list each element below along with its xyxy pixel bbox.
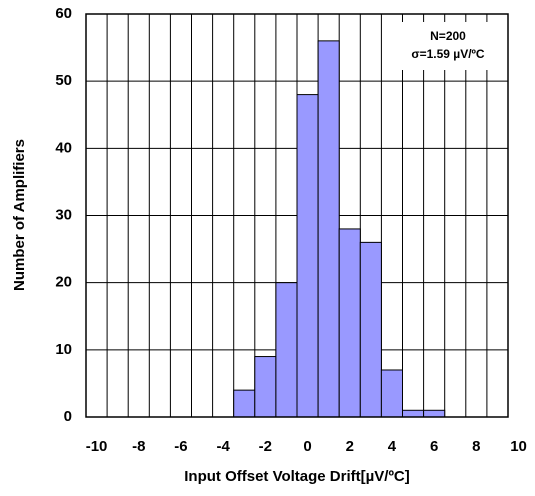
x-tick-label: 0 bbox=[303, 438, 311, 455]
y-tick-label: 50 bbox=[55, 72, 72, 89]
y-axis-label: Number of Amplifiers bbox=[11, 139, 28, 291]
x-tick-label: -10 bbox=[86, 438, 108, 455]
bar bbox=[359, 241, 382, 418]
x-tick-label: -4 bbox=[216, 438, 230, 455]
y-tick-label: 0 bbox=[64, 408, 72, 425]
bar bbox=[254, 356, 277, 418]
y-tick-label: 20 bbox=[55, 274, 72, 291]
plot-border bbox=[85, 13, 509, 418]
annotation: σ=1.59 µV/ºC bbox=[411, 47, 485, 61]
x-tick-label: 4 bbox=[388, 438, 397, 455]
x-axis-label: Input Offset Voltage Drift[µV/ºC] bbox=[184, 468, 410, 485]
x-tick-label: -2 bbox=[259, 438, 272, 455]
x-tick-label: 10 bbox=[510, 438, 527, 455]
annotation: N=200 bbox=[430, 29, 466, 43]
bar bbox=[423, 409, 446, 418]
bar bbox=[338, 228, 361, 418]
y-tick-label: 30 bbox=[55, 206, 72, 223]
bar bbox=[275, 282, 298, 418]
x-tick-label: 6 bbox=[430, 438, 438, 455]
y-tick-label: 60 bbox=[55, 5, 72, 22]
y-tick-label: 40 bbox=[55, 139, 72, 156]
x-tick-label: -6 bbox=[174, 438, 187, 455]
x-tick-label: 2 bbox=[346, 438, 354, 455]
bar bbox=[317, 40, 340, 418]
bar bbox=[233, 389, 256, 418]
bar bbox=[296, 94, 319, 418]
y-tick-label: 10 bbox=[55, 341, 72, 358]
x-tick-label: 8 bbox=[472, 438, 480, 455]
bar bbox=[402, 409, 425, 418]
x-tick-label: -8 bbox=[132, 438, 145, 455]
bar bbox=[380, 369, 403, 418]
annotation-box bbox=[391, 22, 505, 70]
